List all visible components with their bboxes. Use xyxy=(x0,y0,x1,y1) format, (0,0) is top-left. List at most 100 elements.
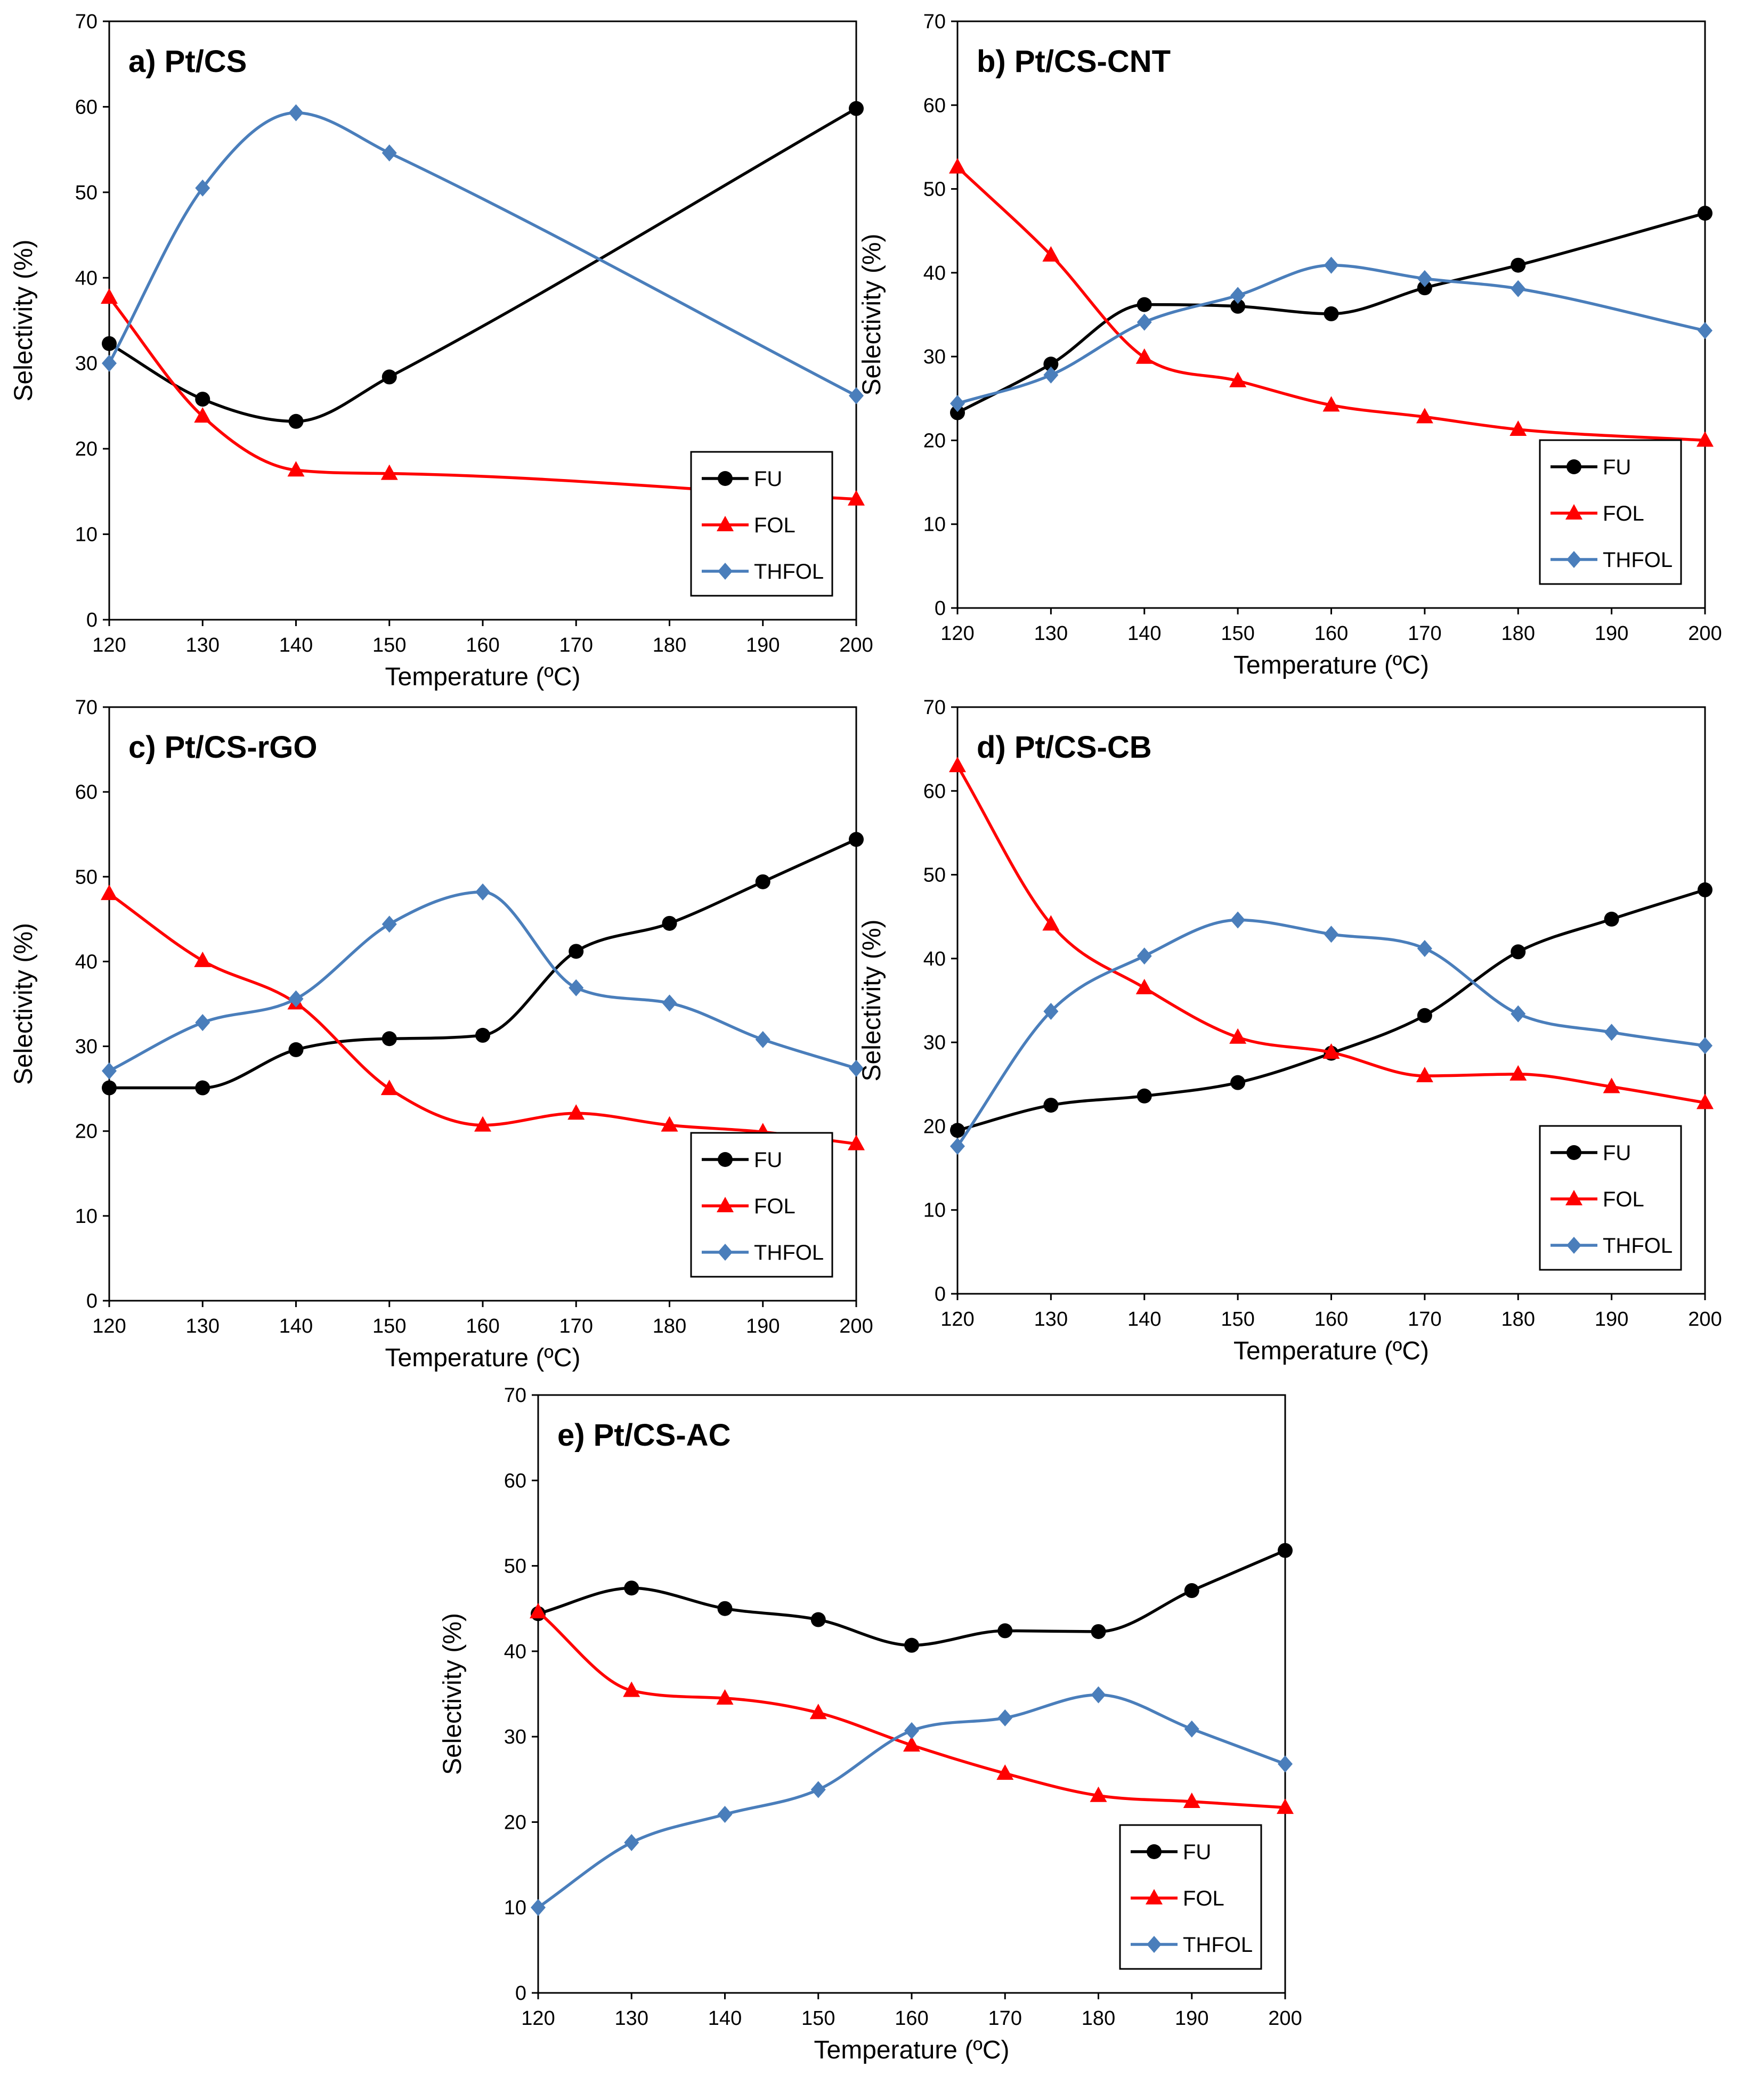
data-point-thfol xyxy=(102,1062,117,1080)
data-point-thfol xyxy=(195,179,210,197)
x-tick-label: 130 xyxy=(615,2007,648,2030)
data-point-thfol xyxy=(755,1031,770,1048)
x-tick-label: 170 xyxy=(559,634,593,656)
data-point-fu xyxy=(1417,280,1432,296)
y-tick-label: 10 xyxy=(923,514,946,536)
x-axis-title: Temperature (ºC) xyxy=(1233,1337,1429,1365)
y-tick-label: 60 xyxy=(504,1470,526,1492)
data-point-thfol xyxy=(1417,270,1432,287)
x-tick-label: 200 xyxy=(1688,1308,1722,1331)
data-point-fu xyxy=(624,1580,639,1596)
x-tick-label: 190 xyxy=(746,634,780,656)
data-point-fu xyxy=(1278,1543,1293,1558)
data-point-thfol xyxy=(810,1781,826,1798)
legend-marker-thfol xyxy=(718,563,733,580)
data-point-fu xyxy=(1511,257,1526,273)
legend-marker-fol xyxy=(1565,504,1582,520)
data-point-fu xyxy=(755,874,770,889)
x-tick-label: 140 xyxy=(279,634,313,656)
y-tick-label: 40 xyxy=(75,267,98,289)
data-point-fol xyxy=(474,1116,491,1132)
x-tick-label: 130 xyxy=(1034,1308,1068,1331)
data-point-fol xyxy=(101,885,118,901)
y-tick-label: 30 xyxy=(923,1032,946,1054)
data-point-thfol xyxy=(950,395,965,412)
legend-marker-fu xyxy=(718,1152,733,1167)
legend-label-fol: FOL xyxy=(754,1195,796,1218)
legend-marker-fol xyxy=(1565,1190,1582,1205)
chart-panel-2: 0 10 20 30 40 50 60 70 120 130 140 150 160 170 180 190 2… xyxy=(858,11,1722,679)
data-point-fol xyxy=(949,757,966,773)
data-point-fol xyxy=(809,1704,827,1720)
data-point-fu xyxy=(195,392,210,407)
y-tick-label: 30 xyxy=(923,346,946,368)
data-point-fu xyxy=(810,1612,826,1627)
data-point-fu xyxy=(662,915,677,931)
data-point-fol xyxy=(1322,1043,1340,1059)
panel-title: d) Pt/CS-CB xyxy=(977,730,1152,765)
data-point-fol xyxy=(623,1681,640,1697)
data-point-fu xyxy=(849,101,864,116)
data-point-fol xyxy=(903,1736,920,1752)
data-point-thfol xyxy=(102,354,117,372)
data-point-thfol xyxy=(1043,1002,1059,1020)
data-point-thfol xyxy=(997,1709,1013,1726)
data-point-fol xyxy=(194,407,212,423)
x-tick-label: 120 xyxy=(92,1315,126,1337)
legend-marker-fu xyxy=(718,471,733,486)
y-tick-label: 40 xyxy=(923,948,946,970)
data-point-thfol xyxy=(195,1014,210,1032)
data-point-fu xyxy=(1324,306,1339,321)
data-point-fu xyxy=(288,1042,304,1057)
series-line-thfol xyxy=(957,263,1706,405)
x-tick-label: 180 xyxy=(653,1315,686,1337)
legend-label-fol: FOL xyxy=(1603,502,1644,525)
y-tick-label: 0 xyxy=(935,597,946,620)
x-tick-label: 160 xyxy=(466,634,499,656)
data-point-fu xyxy=(475,1027,490,1043)
x-tick-label: 180 xyxy=(653,634,686,656)
data-point-thfol xyxy=(288,990,304,1008)
series-line-fu xyxy=(109,838,857,1090)
chart-panel-1: 0 10 20 30 40 50 60 70 120 130 140 150 160 170 180 190 2… xyxy=(10,11,873,691)
data-point-fol xyxy=(1042,915,1060,931)
x-tick-label: 150 xyxy=(1221,1308,1254,1331)
y-tick-label: 20 xyxy=(504,1811,526,1834)
x-tick-label: 170 xyxy=(988,2007,1022,2030)
data-point-fol xyxy=(1135,348,1153,364)
y-axis-title: Selectivity (%) xyxy=(10,239,38,401)
legend-marker-fol xyxy=(717,1197,734,1212)
data-point-fol xyxy=(530,1603,547,1619)
chart-panel-3: 0 10 20 30 40 50 60 70 120 130 140 150 160 170 180 190 2… xyxy=(10,696,873,1372)
data-point-fu xyxy=(1043,1098,1059,1113)
x-tick-label: 130 xyxy=(186,1315,220,1337)
data-point-fu xyxy=(997,1623,1013,1639)
data-point-fol xyxy=(1603,1077,1620,1093)
data-point-thfol xyxy=(849,1059,864,1077)
legend-label-fol: FOL xyxy=(1183,1887,1224,1910)
legend-marker-thfol xyxy=(718,1244,733,1261)
legend-marker-thfol xyxy=(1566,551,1581,568)
legend-label-thfol: THFOL xyxy=(1603,1234,1673,1258)
y-tick-label: 60 xyxy=(75,781,98,804)
y-tick-label: 50 xyxy=(75,182,98,204)
legend-label-fu: FU xyxy=(1603,456,1631,479)
legend: FU FOL THFOL xyxy=(1539,439,1682,585)
legend-label-thfol: THFOL xyxy=(1603,548,1673,572)
x-axis-title: Temperature (ºC) xyxy=(385,663,581,691)
data-point-fol xyxy=(716,1689,734,1705)
data-point-fol xyxy=(1135,978,1153,994)
data-point-fu xyxy=(1137,297,1152,312)
chart-panel-4: 0 10 20 30 40 50 60 70 120 130 140 150 160 170 180 190 2… xyxy=(858,696,1722,1365)
x-tick-label: 140 xyxy=(279,1315,313,1337)
data-point-fu xyxy=(1417,1008,1432,1023)
y-tick-label: 20 xyxy=(923,429,946,452)
panel-title: c) Pt/CS-rGO xyxy=(128,730,318,765)
data-point-thfol xyxy=(1511,280,1526,297)
panel-title: a) Pt/CS xyxy=(128,44,247,79)
x-tick-label: 150 xyxy=(1221,622,1254,645)
x-tick-label: 190 xyxy=(1595,622,1628,645)
data-point-fol xyxy=(1183,1792,1200,1808)
data-point-thfol xyxy=(1324,926,1339,943)
data-point-fol xyxy=(380,464,398,480)
